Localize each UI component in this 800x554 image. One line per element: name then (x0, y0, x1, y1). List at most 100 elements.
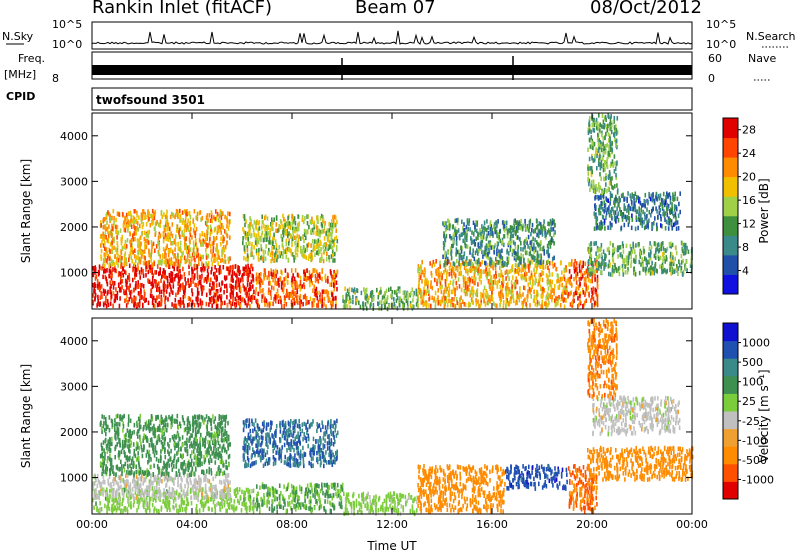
data-cell-power (462, 261, 465, 266)
data-cell-power (471, 262, 473, 267)
data-cell-power (491, 260, 494, 265)
data-cell-power (97, 283, 100, 288)
data-cell-power (552, 226, 555, 232)
data-cell-power (545, 304, 547, 309)
data-cell-power (209, 218, 212, 223)
data-cell-power (166, 278, 169, 284)
data-cell-power (589, 248, 592, 253)
data-cell-power (255, 248, 258, 254)
data-cell-power (565, 281, 568, 286)
data-cell-power (255, 233, 258, 238)
data-cell-power (472, 293, 474, 298)
data-cell-power (507, 256, 510, 261)
data-cell-power (179, 299, 181, 305)
data-cell-power (448, 286, 451, 291)
data-cell-power (105, 248, 107, 253)
data-cell-power (123, 269, 126, 274)
data-cell-power (139, 235, 142, 240)
data-cell-power (531, 259, 533, 265)
data-cell-power (243, 266, 245, 272)
data-cell-power (114, 293, 116, 299)
data-cell-power (566, 278, 568, 284)
data-cell-power (655, 222, 658, 228)
data-cell-power (474, 227, 476, 232)
data-cell-power (594, 154, 596, 159)
data-cell-power (275, 228, 277, 233)
data-cell-power (128, 257, 130, 263)
data-cell-power (489, 286, 492, 291)
data-cell-power (454, 287, 456, 293)
data-cell-power (258, 247, 260, 253)
data-cell-power (684, 242, 687, 248)
data-cell-power (602, 124, 604, 130)
data-cell-power (614, 161, 616, 166)
data-cell-power (150, 288, 152, 293)
data-cell-power (120, 286, 122, 291)
data-cell-power (627, 267, 629, 272)
data-cell-power (377, 292, 380, 297)
data-cell-power (274, 268, 277, 273)
data-cell-power (322, 215, 324, 220)
data-cell-power (464, 231, 466, 236)
data-cell-power (434, 290, 437, 296)
data-cell-power (291, 236, 294, 241)
data-cell-power (138, 256, 141, 262)
data-cell-power (111, 223, 113, 229)
data-cell-power (170, 287, 172, 292)
data-cell-power (306, 243, 308, 249)
data-cell-power (117, 263, 119, 268)
data-cell-power (110, 248, 112, 254)
data-cell-power (249, 287, 251, 292)
data-cell-power (670, 251, 672, 257)
data-cell-power (388, 287, 390, 292)
data-cell-power (595, 117, 598, 123)
data-cell-power (255, 272, 258, 277)
data-cell-power (285, 241, 288, 247)
data-cell-power (297, 238, 300, 243)
data-cell-power (456, 249, 459, 255)
data-cell-power (516, 228, 519, 233)
data-cell-power (445, 221, 447, 226)
data-cell-power (601, 193, 604, 198)
data-cell-power (108, 273, 110, 279)
data-cell-power (546, 291, 549, 297)
data-cell-power (223, 275, 226, 280)
data-cell-power (452, 286, 455, 291)
data-cell-power (321, 303, 324, 308)
data-cell-power (140, 270, 143, 275)
data-cell-power (458, 261, 460, 267)
data-cell-power (143, 230, 146, 236)
data-cell-power (435, 271, 438, 276)
data-cell-power (393, 296, 395, 302)
data-cell-power (455, 252, 457, 257)
data-cell-power (469, 261, 471, 266)
data-cell-power (111, 271, 113, 276)
data-cell-power (509, 237, 512, 243)
data-cell-power (662, 211, 664, 217)
data-cell-power (504, 221, 506, 226)
data-cell-power (264, 268, 266, 273)
data-cell-power (543, 251, 546, 256)
data-cell-power (537, 262, 539, 268)
data-cell-power (507, 251, 510, 256)
data-cell-power (166, 217, 168, 223)
data-cell-power (536, 225, 538, 230)
data-cell-power (667, 194, 669, 199)
data-cell-power (94, 289, 96, 294)
data-cell-power (322, 244, 324, 250)
data-cell-power (485, 243, 488, 248)
data-cell-power (283, 249, 285, 255)
data-cell-power (280, 269, 282, 275)
data-cell-power (412, 298, 414, 303)
data-cell-power (335, 280, 338, 285)
data-cell-power (478, 270, 480, 275)
data-cell-power (316, 231, 318, 237)
data-cell-power (485, 254, 488, 259)
data-cell-power (645, 224, 647, 230)
data-cell-power (641, 223, 644, 228)
data-cell-power (247, 223, 250, 229)
data-cell-power (238, 282, 241, 287)
data-cell-power (559, 303, 562, 308)
data-cell-power (264, 249, 266, 255)
data-cell-power (257, 291, 260, 297)
